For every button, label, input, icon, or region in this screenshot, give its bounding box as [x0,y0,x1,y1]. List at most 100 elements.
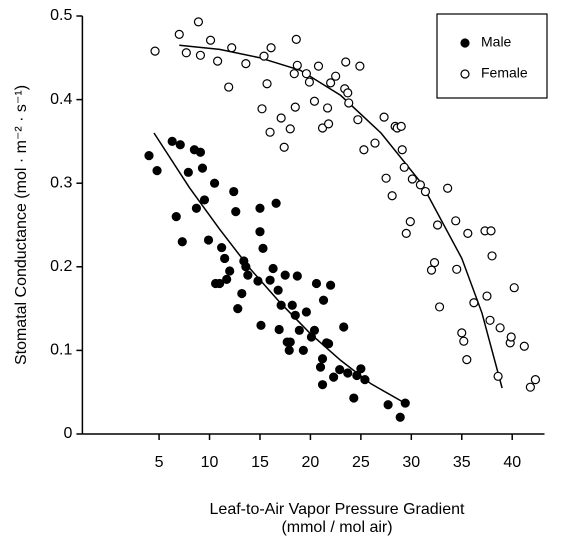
point [459,336,469,346]
point [339,322,349,332]
point [443,183,453,193]
point [509,283,519,293]
point [304,77,315,87]
point [429,258,440,268]
point [451,216,461,226]
point [493,371,503,381]
point [379,112,389,122]
point [343,368,353,378]
point [353,115,363,125]
point [397,145,407,155]
point [323,119,334,129]
point [309,96,320,106]
point [229,186,239,197]
x-tick-label: 40 [503,454,521,471]
fit-curve [179,44,503,389]
point [279,142,289,152]
point [253,276,263,286]
point [199,195,210,205]
point [370,138,380,148]
point [341,57,351,67]
point [195,147,206,157]
point [203,235,214,245]
point [506,332,516,342]
point [311,278,322,289]
point [313,61,324,71]
x-tick-label: 5 [155,454,164,471]
point [463,228,473,238]
y-tick-label: 0 [63,425,72,442]
point [400,398,410,408]
point [387,191,397,201]
point [322,103,333,113]
point [191,203,202,213]
point [193,17,204,27]
point [343,88,353,98]
point [317,123,328,133]
y-tick-label: 0.1 [50,342,72,359]
point [355,61,365,71]
point [174,29,184,39]
point [426,265,437,275]
point [273,285,283,295]
point [280,270,290,280]
point [326,78,336,88]
point [225,266,235,276]
point [486,226,496,236]
point [434,302,445,312]
point [257,104,267,114]
point [266,43,276,53]
legend-label: Female [481,65,528,81]
point [205,35,216,45]
point [432,220,443,230]
point [360,375,370,385]
y-tick-label: 0.3 [50,174,72,191]
point [215,278,225,289]
x-tick-label: 15 [251,454,269,471]
point [171,212,181,222]
point [285,337,295,347]
point [485,315,495,325]
point [352,370,362,381]
point [420,186,431,197]
x-tick-label: 30 [402,454,420,471]
point [415,180,425,190]
legend-marker [460,38,470,48]
point [452,264,462,274]
point [317,354,328,364]
point [290,102,300,112]
point [291,34,301,45]
legend-label: Male [481,34,512,50]
point [294,325,304,335]
legend-marker [460,69,470,79]
x-tick-label: 20 [302,454,320,471]
point [177,237,187,247]
point [407,174,417,184]
point [462,354,472,365]
point [292,60,302,70]
point [212,56,223,66]
point [301,69,311,79]
point [469,298,479,308]
point [255,227,265,237]
point [231,207,241,217]
point [255,203,265,213]
point [274,324,284,335]
legend-box [436,13,548,99]
point [399,162,409,172]
point [284,345,294,355]
point [315,362,326,372]
point [457,328,467,338]
point [487,251,497,261]
x-tick-label: 35 [453,454,471,471]
y-tick-label: 0.4 [50,91,72,108]
point [323,339,334,349]
point [152,166,162,176]
point [298,345,308,355]
y-tick-label: 0.2 [50,258,72,275]
x-axis-label: Leaf-to-Air Vapor Pressure Gradient [210,501,465,518]
point [396,121,406,131]
point [276,300,286,310]
point [318,295,329,305]
point [241,262,251,272]
